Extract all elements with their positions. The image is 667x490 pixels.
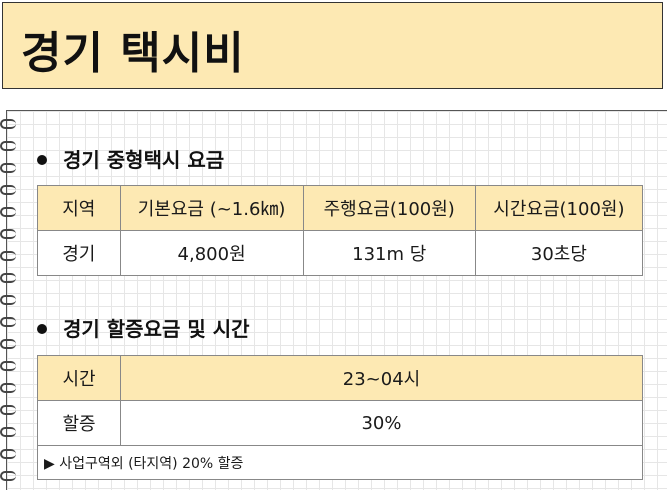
ring-icon — [0, 251, 16, 261]
bullet-icon — [37, 154, 47, 165]
header-region: 지역 — [37, 185, 121, 231]
label-surcharge: 할증 — [37, 400, 121, 446]
cell-region: 경기 — [37, 230, 121, 276]
label-time: 시간 — [37, 355, 121, 401]
fare-table: 지역 기본요금 (~1.6㎞) 주행요금(100원) 시간요금(100원) 경기… — [37, 185, 644, 276]
spiral-binding — [0, 117, 20, 487]
cell-distance-fare: 131m 당 — [302, 230, 476, 276]
ring-icon — [0, 141, 16, 151]
table-header-row: 지역 기본요금 (~1.6㎞) 주행요금(100원) 시간요금(100원) — [37, 185, 644, 231]
cell-base-fare: 4,800원 — [119, 230, 304, 276]
table-row: 할증 30% — [37, 400, 643, 446]
section1-heading-row: 경기 중형택시 요금 — [37, 144, 224, 173]
section1-heading: 경기 중형택시 요금 — [63, 148, 225, 172]
title-banner: 경기 택시비 — [2, 2, 663, 89]
bullet-icon — [37, 323, 47, 334]
ring-icon — [0, 317, 16, 327]
page-title: 경기 택시비 — [21, 28, 245, 79]
ring-icon — [0, 185, 16, 195]
table-row: 시간 23~04시 — [37, 355, 643, 401]
ring-icon — [0, 295, 16, 305]
header-base-fare: 기본요금 (~1.6㎞) — [119, 185, 304, 231]
ring-icon — [0, 339, 16, 349]
ring-icon — [0, 163, 16, 173]
surcharge-table: 시간 23~04시 할증 30% ▶ 사업구역외 (타지역) 20% 할증 — [37, 355, 643, 480]
ring-icon — [0, 207, 16, 217]
section2-heading: 경기 할증요금 및 시간 — [63, 317, 250, 341]
header-time-fare: 시간요금(100원) — [474, 185, 644, 231]
ring-icon — [0, 383, 16, 393]
section2-heading-row: 경기 할증요금 및 시간 — [37, 313, 250, 342]
ring-icon — [0, 229, 16, 239]
value-time: 23~04시 — [120, 355, 643, 401]
table-row: 경기 4,800원 131m 당 30초당 — [37, 230, 644, 276]
ring-icon — [0, 449, 16, 459]
ring-icon — [0, 405, 16, 415]
ring-icon — [0, 119, 16, 129]
header-distance-fare: 주행요금(100원) — [302, 185, 476, 231]
table-row: ▶ 사업구역외 (타지역) 20% 할증 — [37, 445, 643, 480]
ring-icon — [0, 273, 16, 283]
ring-icon — [0, 471, 16, 481]
ring-icon — [0, 361, 16, 371]
ring-icon — [0, 427, 16, 437]
value-surcharge: 30% — [120, 400, 643, 446]
notebook-panel: 경기 중형택시 요금 지역 기본요금 (~1.6㎞) 주행요금(100원) 시간… — [0, 110, 667, 490]
cell-time-fare: 30초당 — [474, 230, 644, 276]
surcharge-note: ▶ 사업구역외 (타지역) 20% 할증 — [37, 445, 643, 480]
